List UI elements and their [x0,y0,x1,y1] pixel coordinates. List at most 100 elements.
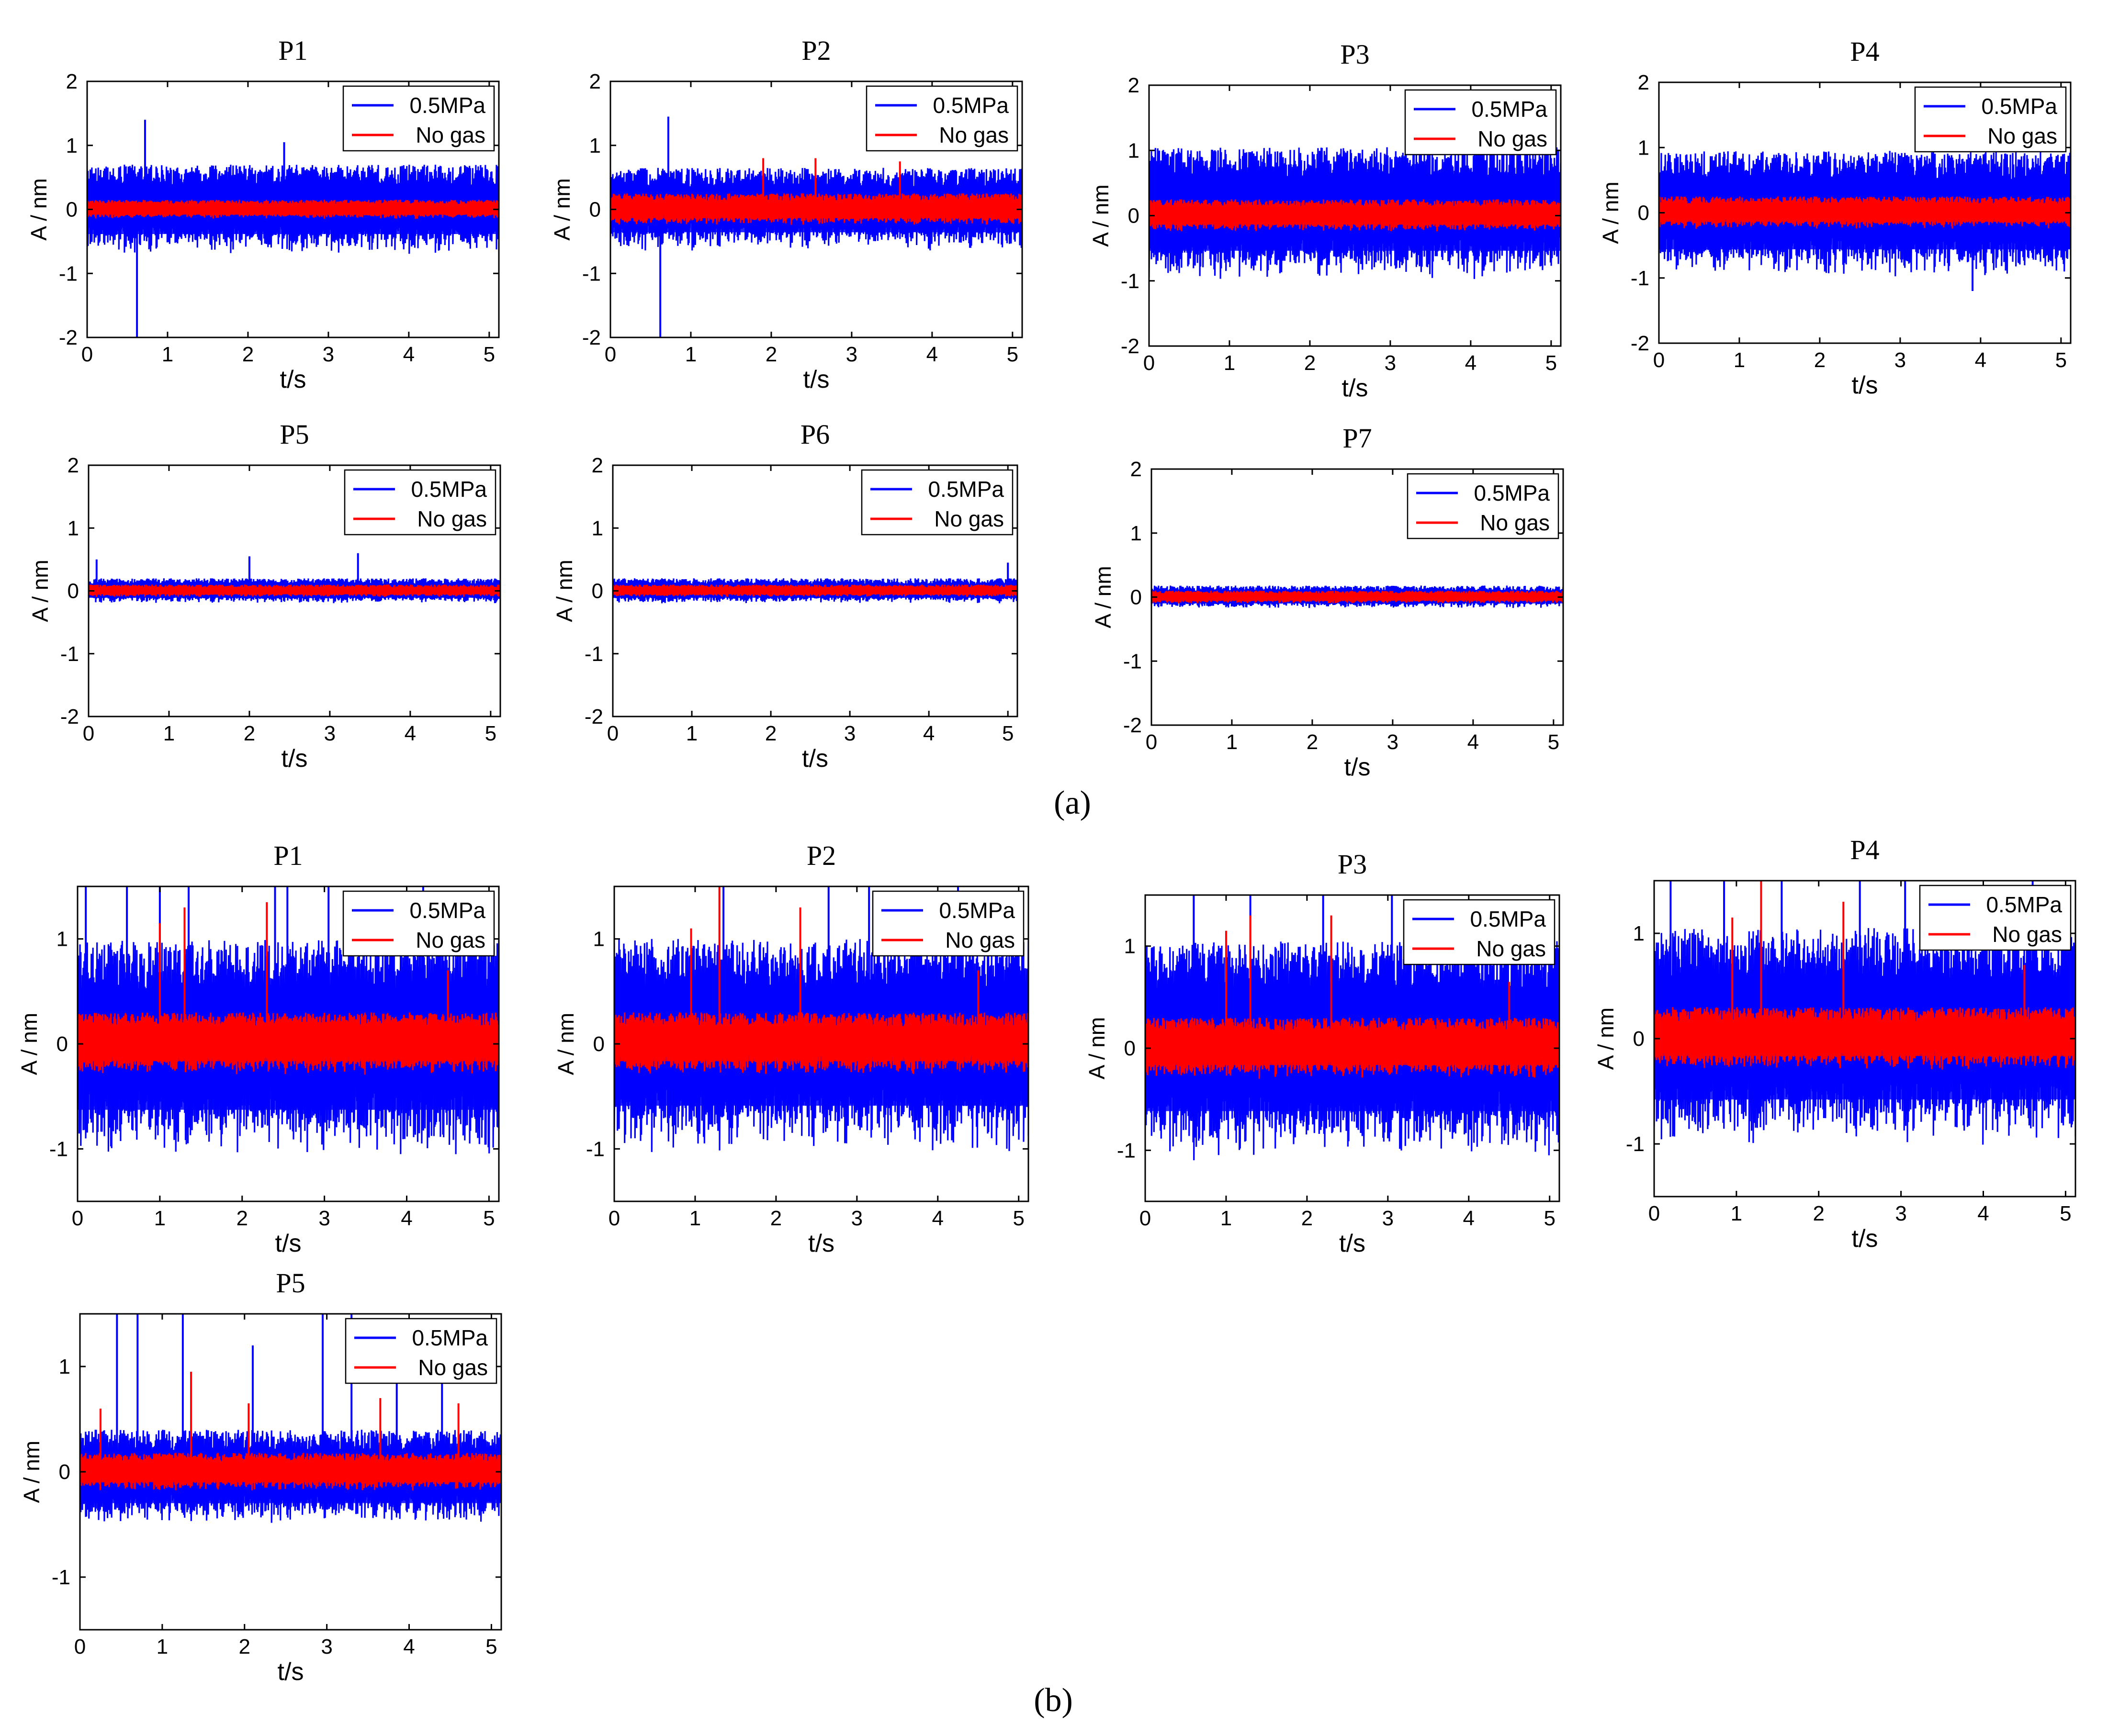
series-layer [613,562,1017,604]
y-tick-label: -2 [59,326,78,349]
x-tick-label: 3 [324,722,336,745]
x-tick-label: 4 [926,343,938,366]
legend-label: 0.5MPa [1986,892,2062,917]
chart-b-P2: 0 1 2 3 4 5 -1 0 1 P2 t/s A / nm 0.5MPa No gas [553,840,1029,1257]
x-tick-label: 2 [1813,1202,1825,1225]
series-layer [1654,881,2075,1145]
x-tick-label: 4 [403,1635,415,1658]
y-tick-label: 2 [68,454,79,477]
y-tick-label: 1 [1128,139,1139,162]
x-axis-label: t/s [808,1230,834,1257]
legend: 0.5MPa No gas [342,85,495,152]
y-tick-label: 2 [66,70,78,93]
y-tick-label: 2 [1638,71,1649,94]
x-tick-label: 2 [1307,730,1318,754]
legend-box [345,1318,497,1384]
x-tick-label: 1 [162,343,173,366]
y-tick-label: -1 [1631,267,1649,290]
x-tick-label: 4 [1977,1202,1989,1225]
y-axis-label: A / nm [1598,181,1623,244]
legend-box [1407,473,1559,539]
x-tick-label: 1 [1220,1207,1232,1230]
x-axis-label: t/s [280,366,306,393]
x-tick-label: 5 [2055,348,2067,372]
part-a-label: (a) [1054,784,1091,821]
series-layer [614,886,1028,1152]
legend-label: No gas [1992,922,2062,947]
legend: 0.5MPa No gas [1403,899,1556,965]
x-tick-label: 0 [1143,351,1155,375]
y-tick-label: 1 [592,516,603,540]
y-tick-label: 0 [589,198,601,222]
legend-label: No gas [416,928,485,952]
charts-layer: 0 1 2 3 4 5 -2 -1 0 1 2 P1 t/s A / nm 0.5MPa No gas 0 1 2 3… [17,35,2076,1686]
y-axis-label: A / nm [26,178,51,240]
y-tick-label: 0 [1124,1037,1136,1060]
chart-a-P7: 0 1 2 3 4 5 -2 -1 0 1 2 P7 t/s A / nm 0.5MPa No gas [1091,423,1564,781]
x-tick-label: 2 [765,722,777,745]
y-tick-label: -2 [1631,332,1649,355]
chart-title: P5 [280,419,309,450]
y-tick-label: 1 [589,134,601,157]
y-tick-label: 1 [1633,922,1645,945]
legend-box [1914,86,2067,153]
x-tick-label: 3 [1894,348,1906,372]
y-tick-label: -1 [59,262,78,285]
x-tick-label: 5 [484,343,495,366]
y-tick-label: -1 [60,642,79,666]
x-tick-label: 4 [403,343,415,366]
x-tick-label: 2 [1304,351,1316,375]
legend: 0.5MPa No gas [342,890,495,957]
series-band-no-gas [1659,203,2071,222]
x-tick-label: 4 [401,1207,412,1230]
chart-title: P6 [800,419,830,450]
chart-title: P2 [807,840,836,871]
y-tick-label: 1 [66,134,78,157]
x-tick-label: 1 [1224,351,1235,375]
legend: 0.5MPa No gas [861,469,1014,536]
chart-title: P2 [801,35,831,66]
legend-label: No gas [417,506,487,531]
x-tick-label: 3 [844,722,856,745]
series-layer [1151,585,1563,608]
legend: 0.5MPa No gas [866,85,1018,152]
y-tick-label: -2 [60,705,79,728]
x-tick-label: 3 [318,1207,330,1230]
x-tick-label: 2 [1814,348,1826,372]
x-tick-label: 0 [83,722,94,745]
y-tick-label: -1 [1117,1139,1136,1162]
x-axis-label: t/s [1852,371,1878,399]
y-axis-label: A / nm [19,1441,44,1503]
x-tick-label: 0 [1653,348,1665,372]
legend-box [344,469,496,536]
series-band-no-gas [89,587,500,594]
legend-box [342,85,495,152]
series-layer [87,120,499,337]
y-tick-label: 0 [1130,586,1142,609]
x-tick-label: 0 [72,1207,83,1230]
series-band-no-gas [613,587,1017,594]
legend: 0.5MPa No gas [1407,473,1559,539]
legend-label: 0.5MPa [412,1325,488,1350]
chart-a-P5: 0 1 2 3 4 5 -2 -1 0 1 2 P5 t/s A / nm 0.5MPa No gas [28,419,501,773]
x-tick-label: 3 [323,343,334,366]
x-tick-label: 4 [1465,351,1477,375]
x-axis-label: t/s [282,745,308,773]
x-tick-label: 1 [1731,1202,1742,1225]
y-tick-label: 1 [1638,136,1649,159]
y-tick-label: 1 [1124,935,1136,958]
legend-label: No gas [934,506,1004,531]
x-tick-label: 2 [244,722,255,745]
legend-box [872,890,1025,957]
x-tick-label: 3 [846,343,857,366]
legend-label: No gas [418,1355,488,1380]
chart-b-P5: 0 1 2 3 4 5 -1 0 1 P5 t/s A / nm 0.5MPa No gas [19,1267,502,1686]
y-tick-label: -2 [582,326,601,349]
y-tick-label: 0 [68,580,79,603]
x-tick-label: 0 [1139,1207,1151,1230]
chart-title: P3 [1338,849,1367,880]
y-axis-label: A / nm [1084,1017,1109,1079]
y-tick-label: -1 [586,1137,605,1161]
x-tick-label: 4 [1467,730,1479,754]
y-tick-label: 1 [56,928,68,951]
